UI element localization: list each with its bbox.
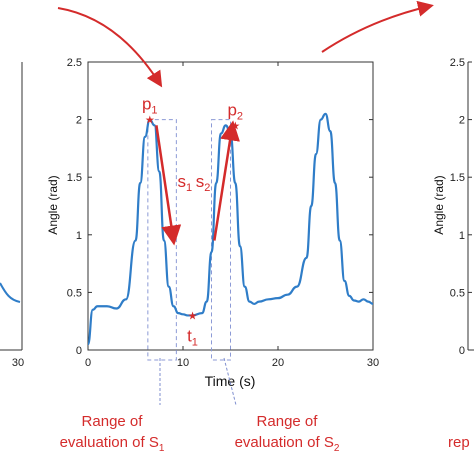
- right-panel-y-tick-label: 0.5: [450, 287, 465, 299]
- range1-annotation-sub: 1: [159, 443, 165, 454]
- range1-annotation-line1: Range of: [82, 413, 144, 430]
- right-panel-y-tick-label: 1.5: [450, 172, 465, 184]
- range2-annotation-line2: evaluation of S2: [235, 434, 340, 454]
- range1-annotation: Range of evaluation of S1: [60, 413, 165, 454]
- plot-frame: [87, 61, 374, 351]
- marker-label-sub: 1: [151, 105, 157, 117]
- x-tick-label: 0: [85, 357, 91, 369]
- right-panel-y-tick-label: 2.5: [450, 57, 465, 69]
- range1-annotation-main: evaluation of S: [60, 434, 159, 451]
- range2-annotation-main: evaluation of S: [235, 434, 334, 451]
- marker-point-3: ★: [188, 310, 198, 322]
- right-panel-y-tick-label: 0: [459, 345, 465, 357]
- marker-label-main: p: [227, 100, 236, 119]
- slope-label-sub: 2: [204, 182, 210, 194]
- peak-markers: ★p1★p2★t1: [142, 95, 243, 349]
- range2-annotation: Range of evaluation of S2: [235, 413, 340, 454]
- x-tick-label: 10: [177, 357, 189, 369]
- marker-label-1: p1: [142, 95, 158, 117]
- x-tick-label: 20: [272, 357, 284, 369]
- slope-label-main: s: [196, 172, 205, 191]
- y-tick-label: 0.5: [67, 287, 82, 299]
- range2-annotation-line1: Range of: [257, 413, 319, 430]
- x-tick-label: 30: [367, 357, 379, 369]
- right-panel-text-partial: rep: [448, 434, 470, 451]
- marker-label-3: t1: [187, 326, 198, 348]
- slope-label-sub: 1: [186, 182, 192, 194]
- marker-label-2: p2: [227, 100, 243, 122]
- slope-arrows: s1 s2: [155, 120, 240, 246]
- top-right-curved-arrow: [321, 0, 434, 53]
- slope-label-main: s: [178, 172, 187, 191]
- main-axes: 0 0.5 1 1.5 2 2.5 0 10 20 30: [67, 57, 379, 369]
- slope-arrow-1: [155, 125, 182, 246]
- right-panel-y-label: Angle (rad): [432, 175, 446, 234]
- top-left-curved-arrow: [57, 7, 163, 88]
- y-tick-label: 2: [76, 115, 82, 127]
- range2-pointer-line: [223, 357, 237, 406]
- slope-arrow-2: [213, 120, 240, 241]
- range2-annotation-sub: 2: [334, 443, 340, 454]
- left-panel-x-tick: 30: [12, 357, 24, 369]
- slope-label-1: s1: [178, 172, 193, 194]
- left-partial-panel: 30: [0, 62, 24, 369]
- range1-annotation-line2: evaluation of S1: [60, 434, 165, 454]
- marker-label-sub: 2: [237, 110, 243, 122]
- left-panel-series-line: [0, 282, 21, 303]
- marker-label-main: t: [187, 326, 192, 345]
- marker-point-2: ★: [230, 120, 240, 132]
- right-partial-panel: Angle (rad) rep 0 0.5 1 1.5 2 2.5: [432, 57, 474, 451]
- y-tick-label: 0: [76, 345, 82, 357]
- y-tick-label: 2.5: [67, 57, 82, 69]
- evaluation-range-2: [211, 119, 231, 361]
- marker-label-sub: 1: [192, 336, 198, 348]
- right-panel-y-tick-label: 2: [459, 115, 465, 127]
- x-axis-label: Time (s): [205, 373, 256, 389]
- marker-point-1: ★: [145, 115, 155, 127]
- y-axis-label: Angle (rad): [46, 175, 60, 234]
- y-tick-label: 1.5: [67, 172, 82, 184]
- y-tick-label: 1: [76, 230, 82, 242]
- slope-label-2: s2: [196, 172, 211, 194]
- right-panel-y-tick-label: 1: [459, 230, 465, 242]
- marker-label-main: p: [142, 95, 151, 114]
